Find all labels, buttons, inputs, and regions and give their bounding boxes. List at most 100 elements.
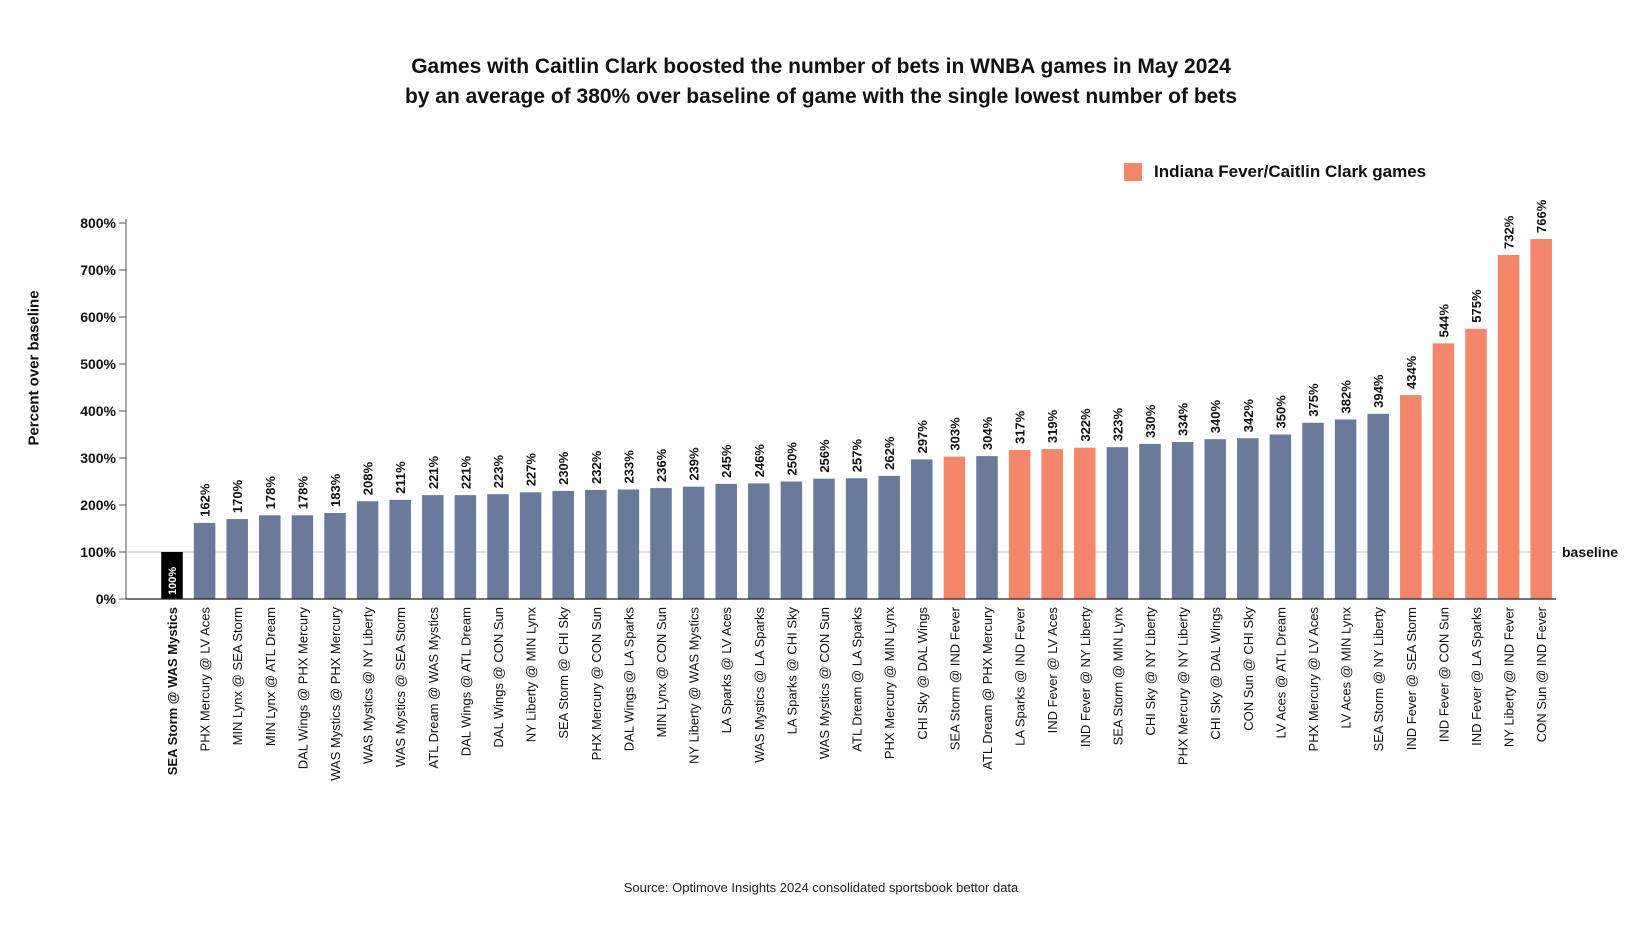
x-category-label: NY Liberty @ MIN Lynx xyxy=(524,607,539,743)
bar xyxy=(1106,447,1129,599)
x-category-label: SEA Storm @ IND Fever xyxy=(947,606,962,750)
x-category-label: CHI Sky @ NY Liberty xyxy=(1143,607,1158,736)
bar xyxy=(1171,442,1194,599)
x-category-label: IND Fever @ SEA Storm xyxy=(1404,607,1419,750)
y-tick-label: 700% xyxy=(80,262,116,278)
bar-value-label: 322% xyxy=(1078,408,1093,442)
chart-title-line-1: Games with Caitlin Clark boosted the num… xyxy=(411,55,1231,78)
x-category-label: IND Fever @ NY Liberty xyxy=(1078,607,1093,748)
bar-value-label: 232% xyxy=(589,450,604,484)
x-category-label: MIN Lynx @ SEA Storm xyxy=(230,607,245,745)
bar-value-label: 221% xyxy=(458,455,473,489)
bar xyxy=(356,501,379,599)
bar-value-label: 732% xyxy=(1502,215,1517,249)
source-note: Source: Optimove Insights 2024 consolida… xyxy=(623,880,1019,895)
x-category-label: WAS Mystics @ CON Sun xyxy=(817,607,832,759)
bar-value-label: 766% xyxy=(1534,199,1549,233)
x-category-label: NY Liberty @ WAS Mystics xyxy=(687,607,702,764)
x-category-label: CON Sun @ CHI Sky xyxy=(1241,607,1256,731)
bar xyxy=(1530,238,1552,600)
bar-value-label: 227% xyxy=(524,453,539,487)
legend-swatch xyxy=(1124,163,1142,181)
x-category-label: DAL Wings @ CON Sun xyxy=(491,607,506,748)
x-category-label: WAS Mystics @ PHX Mercury xyxy=(328,607,343,781)
bar xyxy=(259,515,281,599)
bar xyxy=(1400,395,1422,599)
x-category-label: IND Fever @ CON Sun xyxy=(1436,607,1451,742)
bar-value-label: 211% xyxy=(393,461,408,494)
bar xyxy=(911,459,933,599)
x-category-label: LV Aces @ MIN Lynx xyxy=(1339,607,1354,729)
bar-value-label: 342% xyxy=(1241,399,1256,433)
chart-title-line-2: by an average of 380% over baseline of g… xyxy=(404,85,1238,108)
bar-value-label: 340% xyxy=(1208,400,1223,434)
x-category-label: DAL Wings @ LA Sparks xyxy=(621,607,636,752)
bar xyxy=(1237,438,1259,599)
bar-value-label: 297% xyxy=(915,420,930,454)
x-category-label: NY Liberty @ IND Fever xyxy=(1502,606,1517,747)
bar-value-label: 170% xyxy=(230,479,245,513)
bar-value-label: 178% xyxy=(295,476,310,510)
bar-value-label: 304% xyxy=(980,416,995,450)
bar xyxy=(1074,447,1096,599)
bar-value-label: 257% xyxy=(850,439,865,473)
x-category-label: LA Sparks @ LV Aces xyxy=(719,607,734,734)
x-category-label: CHI Sky @ DAL Wings xyxy=(1208,607,1223,740)
x-category-label: WAS Mystics @ NY Liberty xyxy=(361,607,376,764)
bar-value-label: 330% xyxy=(1143,404,1158,438)
bar-value-label: 323% xyxy=(1110,408,1125,442)
bar-value-label: 575% xyxy=(1469,289,1484,323)
x-category-label: PHX Mercury @ NY Liberty xyxy=(1176,607,1191,766)
x-category-label: LA Sparks @ CHI Sky xyxy=(784,607,799,735)
bar-value-label: 239% xyxy=(687,447,702,481)
bar xyxy=(1008,450,1031,599)
bar-value-label: 303% xyxy=(947,417,962,451)
baseline-label: baseline xyxy=(1562,544,1618,560)
y-tick-label: 200% xyxy=(80,497,116,513)
bar-value-label: 208% xyxy=(361,462,376,496)
x-category-label: WAS Mystics @ LA Sparks xyxy=(752,607,767,763)
x-category-label: IND Fever @ LV Aces xyxy=(1045,607,1060,734)
bar-value-label: 317% xyxy=(1013,410,1028,444)
bar-value-label: 246% xyxy=(752,444,767,478)
legend: Indiana Fever/Caitlin Clark games xyxy=(1124,162,1426,182)
bar-value-label: 221% xyxy=(426,455,441,489)
bar-value-label: 183% xyxy=(328,473,343,507)
bar xyxy=(585,489,607,599)
bar xyxy=(813,478,835,599)
x-category-label: ATL Dream @ LA Sparks xyxy=(850,607,865,752)
bar-value-label: 382% xyxy=(1339,380,1354,414)
x-category-label: LV Aces @ ATL Dream xyxy=(1273,607,1288,738)
x-category-label: IND Fever @ LA Sparks xyxy=(1469,607,1484,746)
bar xyxy=(1497,254,1520,599)
bar xyxy=(1367,413,1389,599)
y-tick-label: 100% xyxy=(80,544,116,560)
bar xyxy=(552,490,574,599)
bar xyxy=(193,522,216,599)
bar-value-label: 245% xyxy=(719,444,734,478)
bar xyxy=(226,519,248,599)
bar xyxy=(1465,328,1487,599)
x-category-label: PHX Mercury @ LV Aces xyxy=(198,607,213,752)
bar xyxy=(715,483,737,599)
bar xyxy=(454,495,477,599)
y-tick-label: 600% xyxy=(80,309,116,325)
bar-value-label: 256% xyxy=(817,439,832,473)
x-category-label: DAL Wings @ PHX Mercury xyxy=(295,607,310,770)
x-category-label: MIN Lynx @ ATL Dream xyxy=(263,607,278,746)
bar-value-label: 250% xyxy=(784,442,799,476)
bar xyxy=(487,494,509,599)
bar xyxy=(878,475,900,599)
x-category-label: ATL Dream @ PHX Mercury xyxy=(980,607,995,770)
y-tick-label: 0% xyxy=(96,591,117,607)
bar-value-label: 100% xyxy=(167,567,179,595)
x-category-label: SEA Storm @ NY Liberty xyxy=(1371,607,1386,752)
bar xyxy=(422,495,444,599)
x-category-label: SEA Storm @ MIN Lynx xyxy=(1110,607,1125,746)
bar-value-label: 350% xyxy=(1273,395,1288,429)
bar-value-label: 236% xyxy=(654,448,669,482)
x-category-label: MIN Lynx @ CON Sun xyxy=(654,607,669,737)
bar xyxy=(943,456,966,599)
x-category-label: DAL Wings @ ATL Dream xyxy=(458,607,473,756)
